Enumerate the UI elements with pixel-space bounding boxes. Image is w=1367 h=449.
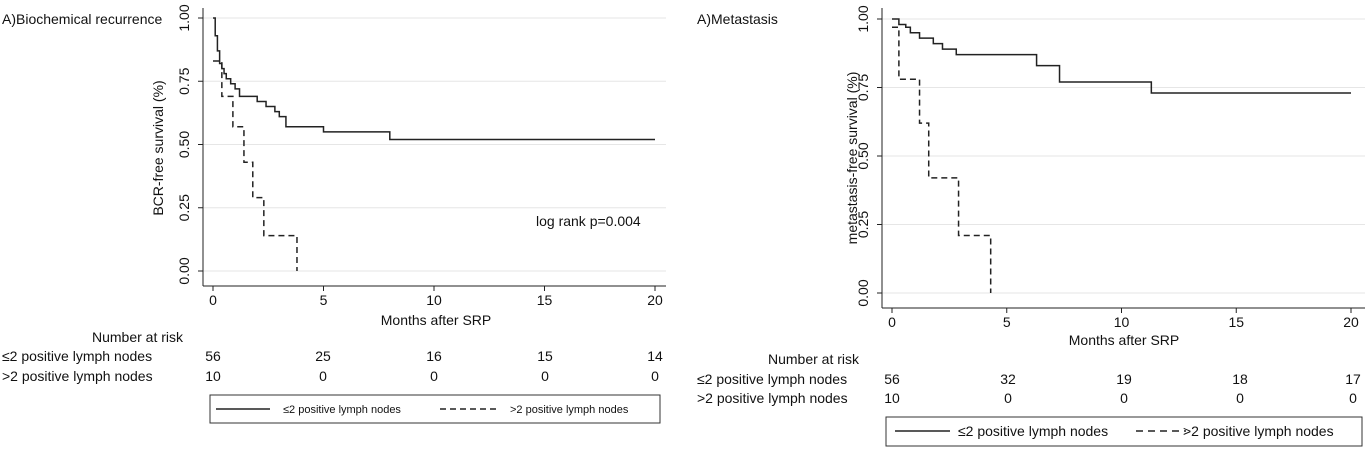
x-tick-label: 10 bbox=[1114, 314, 1130, 330]
series-le2-nodes-curve bbox=[892, 18, 1351, 94]
log-rank-annotation: log rank p=0.004 bbox=[536, 213, 641, 229]
risk-value: 0 bbox=[541, 368, 549, 384]
risk-value: 17 bbox=[1345, 371, 1361, 387]
x-tick-label: 5 bbox=[320, 292, 328, 308]
risk-value: 0 bbox=[1236, 390, 1244, 406]
risk-value: 10 bbox=[205, 368, 221, 384]
risk-value: 56 bbox=[205, 348, 221, 364]
risk-value: 32 bbox=[1000, 371, 1016, 387]
series-gt2-nodes-curve bbox=[892, 26, 992, 293]
legend: ≤2 positive lymph nodes >2 positive lymp… bbox=[885, 416, 1363, 447]
gridlines bbox=[203, 17, 666, 272]
x-tick-label: 0 bbox=[888, 314, 896, 330]
y-tick-label: 0.00 bbox=[176, 257, 192, 284]
risk-row-label: ≤2 positive lymph nodes bbox=[697, 371, 847, 387]
risk-values: 56 25 16 15 14 10 0 0 0 0 bbox=[205, 348, 663, 384]
y-tick-label: 0.50 bbox=[855, 142, 871, 169]
x-tick-label: 15 bbox=[537, 292, 553, 308]
risk-value: 16 bbox=[426, 348, 442, 364]
x-tick-label: 20 bbox=[1343, 314, 1359, 330]
y-tick-label: 0.75 bbox=[855, 74, 871, 101]
risk-row-label: >2 positive lymph nodes bbox=[697, 390, 848, 406]
risk-value: 0 bbox=[1004, 390, 1012, 406]
panel-title: A)Metastasis bbox=[697, 11, 778, 27]
x-ticks: 0 5 10 15 20 bbox=[209, 286, 663, 308]
survival-curves bbox=[892, 18, 1351, 293]
panel-metastasis: A)Metastasis 0.00 0.25 0.50 0.75 1.00 0 5 10 15… bbox=[697, 0, 1365, 447]
series-le2-nodes-curve bbox=[213, 17, 655, 141]
gridlines bbox=[882, 18, 1365, 294]
risk-value: 14 bbox=[647, 348, 663, 364]
risk-row-label: ≤2 positive lymph nodes bbox=[2, 348, 152, 364]
y-tick-label: 0.75 bbox=[176, 67, 192, 94]
x-tick-label: 5 bbox=[1003, 314, 1011, 330]
series-gt2-nodes-curve bbox=[213, 60, 298, 271]
y-tick-label: 0.00 bbox=[855, 279, 871, 306]
survival-curves bbox=[213, 17, 655, 271]
risk-table: Number at risk ≤2 positive lymph nodes >… bbox=[697, 351, 1361, 406]
x-tick-label: 10 bbox=[426, 292, 442, 308]
y-tick-label: 1.00 bbox=[855, 5, 871, 32]
risk-value: 15 bbox=[537, 348, 553, 364]
y-tick-label: 0.25 bbox=[855, 211, 871, 238]
x-ticks: 0 5 10 15 20 bbox=[888, 308, 1359, 330]
risk-value: 56 bbox=[884, 371, 900, 387]
legend-box bbox=[885, 416, 1363, 447]
y-ticks: 0.00 0.25 0.50 0.75 1.00 bbox=[176, 4, 203, 285]
panel-biochemical-recurrence: A)Biochemical recurrence 0.00 0.25 0.50 0.7… bbox=[2, 0, 666, 424]
y-tick-label: 0.25 bbox=[176, 194, 192, 221]
legend-box bbox=[209, 394, 661, 424]
legend-label: >2 positive lymph nodes bbox=[1183, 423, 1334, 439]
y-tick-label: 0.50 bbox=[176, 131, 192, 158]
y-ticks: 0.00 0.25 0.50 0.75 1.00 bbox=[855, 5, 882, 307]
legend: ≤2 positive lymph nodes >2 positive lymp… bbox=[209, 394, 661, 424]
risk-value: 0 bbox=[430, 368, 438, 384]
legend-label: ≤2 positive lymph nodes bbox=[283, 404, 401, 416]
risk-value: 0 bbox=[1120, 390, 1128, 406]
risk-value: 0 bbox=[319, 368, 327, 384]
y-axis-label: metastasis-free survival (%) bbox=[844, 72, 860, 245]
x-axis-label: Months after SRP bbox=[1069, 332, 1180, 348]
x-tick-label: 20 bbox=[647, 292, 663, 308]
risk-table-header: Number at risk bbox=[92, 329, 184, 345]
plot-area bbox=[882, 0, 1365, 308]
plot-area bbox=[203, 0, 666, 286]
legend-label: >2 positive lymph nodes bbox=[510, 404, 629, 416]
panel-title: A)Biochemical recurrence bbox=[2, 11, 162, 27]
risk-value: 18 bbox=[1232, 371, 1248, 387]
risk-value: 19 bbox=[1116, 371, 1132, 387]
x-tick-label: 15 bbox=[1228, 314, 1244, 330]
legend-label: ≤2 positive lymph nodes bbox=[958, 423, 1108, 439]
risk-value: 10 bbox=[884, 390, 900, 406]
y-axis-label: BCR-free survival (%) bbox=[150, 80, 166, 215]
risk-value: 0 bbox=[651, 368, 659, 384]
x-axis-label: Months after SRP bbox=[381, 312, 492, 328]
risk-row-label: >2 positive lymph nodes bbox=[2, 368, 153, 384]
risk-table-header: Number at risk bbox=[768, 351, 860, 367]
risk-values: 56 32 19 18 17 10 0 0 0 0 bbox=[884, 371, 1361, 406]
risk-value: 0 bbox=[1349, 390, 1357, 406]
y-tick-label: 1.00 bbox=[176, 4, 192, 31]
risk-value: 25 bbox=[315, 348, 331, 364]
x-tick-label: 0 bbox=[209, 292, 217, 308]
risk-table: Number at risk ≤2 positive lymph nodes >… bbox=[2, 329, 663, 384]
